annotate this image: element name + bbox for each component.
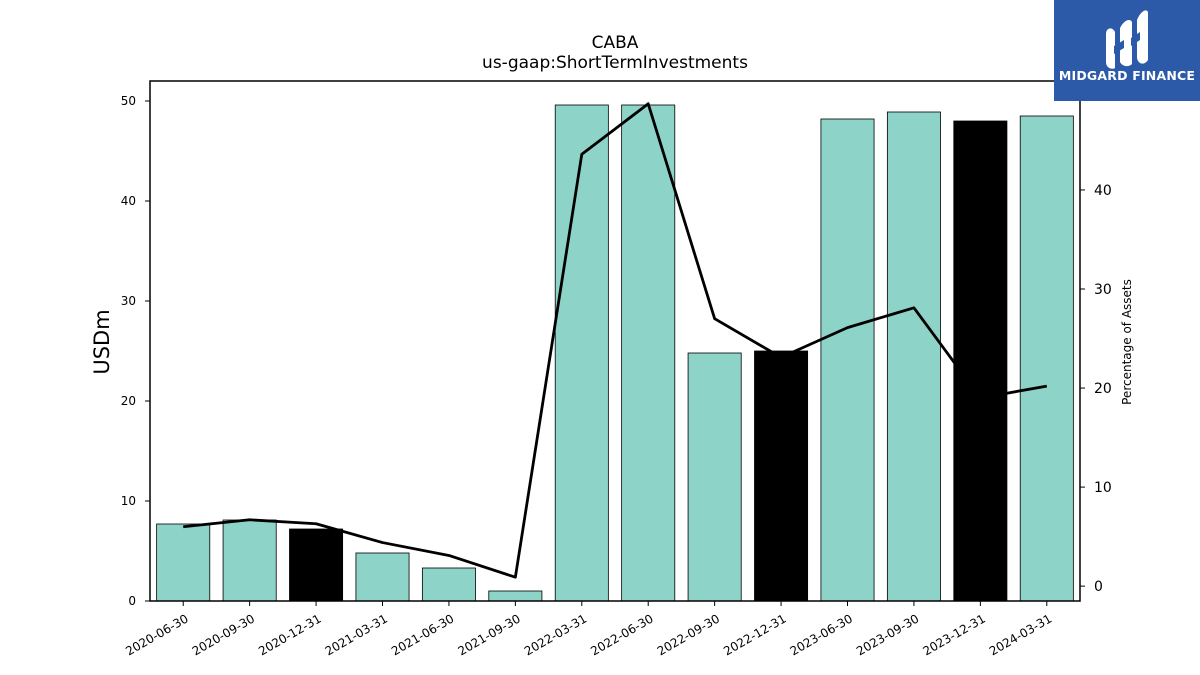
bar xyxy=(1019,115,1074,602)
bar xyxy=(554,104,609,602)
y2-tick-label: 40 xyxy=(1094,183,1112,199)
x-tick-label: 2021-09-30 xyxy=(455,611,522,658)
x-tick-label: 2024-03-31 xyxy=(987,611,1054,658)
bar xyxy=(820,118,875,602)
x-tick-label: 2023-06-30 xyxy=(788,611,855,658)
y-axis-label: USDm xyxy=(90,309,114,374)
bar xyxy=(156,523,211,602)
x-tick-label: 2021-03-31 xyxy=(323,611,390,658)
y2-tick-label: 10 xyxy=(1094,480,1112,496)
chart-subtitle: us-gaap:ShortTermInvestments xyxy=(482,53,748,73)
bar xyxy=(289,528,344,602)
y-tick-label: 20 xyxy=(121,394,136,408)
bar xyxy=(421,567,476,602)
midgard-m-logo-icon xyxy=(1106,10,1148,69)
y2-tick-label: 20 xyxy=(1094,381,1112,397)
line-group xyxy=(183,102,1048,579)
x-tick-label: 2020-12-31 xyxy=(256,611,323,658)
logo-text: MIDGARD FINANCE xyxy=(1058,68,1196,83)
y2-tick-label: 30 xyxy=(1094,282,1112,298)
x-tick-label: 2020-09-30 xyxy=(190,611,257,658)
x-tick-label: 2022-09-30 xyxy=(655,611,722,658)
bar xyxy=(222,519,277,602)
bar xyxy=(355,552,410,602)
x-tick-label: 2022-12-31 xyxy=(721,611,788,658)
bar xyxy=(754,350,809,602)
x-tick-label: 2022-06-30 xyxy=(588,611,655,658)
x-tick-label: 2021-06-30 xyxy=(389,611,456,658)
percentage-line xyxy=(183,102,1048,579)
plot-frame xyxy=(149,80,1081,602)
y-tick-label: 10 xyxy=(121,494,136,508)
y-tick-label: 0 xyxy=(128,594,136,608)
bar xyxy=(621,104,676,602)
bar xyxy=(687,352,742,602)
chart-title: CABA xyxy=(592,33,639,53)
y2-tick-label: 0 xyxy=(1094,579,1103,595)
bar xyxy=(488,590,543,602)
bars-group xyxy=(156,104,1074,602)
x-tick-label: 2020-06-30 xyxy=(123,611,190,658)
x-tick-label: 2023-12-31 xyxy=(920,611,987,658)
midgard-finance-logo: MIDGARD FINANCE xyxy=(1054,0,1200,101)
bar xyxy=(953,120,1008,602)
y-tick-label: 50 xyxy=(121,94,136,108)
y2-axis-label: Percentage of Assets xyxy=(1120,279,1134,405)
x-tick-label: 2022-03-31 xyxy=(522,611,589,658)
y-tick-label: 30 xyxy=(121,294,136,308)
y-tick-label: 40 xyxy=(121,194,136,208)
x-tick-label: 2023-09-30 xyxy=(854,611,921,658)
bar xyxy=(886,111,941,602)
